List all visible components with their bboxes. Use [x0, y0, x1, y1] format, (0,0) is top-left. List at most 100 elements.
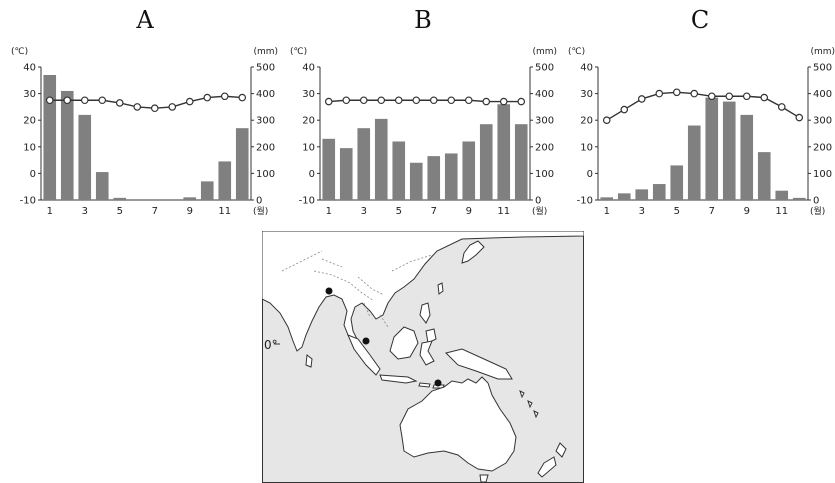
precip-bar — [339, 148, 353, 200]
precip-bar — [427, 156, 441, 200]
precip-bar — [792, 197, 806, 200]
temperature-point — [185, 97, 194, 106]
temperature-point — [359, 96, 368, 105]
temperature-point — [672, 88, 681, 97]
right-axis-unit: (mm) — [810, 47, 835, 57]
temperature-point — [707, 92, 716, 101]
precip-tick-label: 100 — [535, 169, 554, 180]
month-tick-label: 5 — [674, 206, 680, 217]
precip-tick-label: 400 — [256, 89, 275, 100]
precip-bar — [235, 128, 249, 200]
chart-title-b: B — [414, 6, 432, 34]
temperature-point — [429, 96, 438, 105]
month-tick-label: 3 — [361, 206, 367, 217]
temperature-point — [725, 92, 734, 101]
month-tick-label: 1 — [47, 206, 53, 217]
month-tick-label: 9 — [466, 206, 472, 217]
precip-bar — [479, 124, 493, 200]
month-tick-label: 5 — [396, 206, 402, 217]
month-tick-label: 9 — [744, 206, 750, 217]
temperature-point — [602, 116, 611, 125]
precip-bar — [444, 153, 458, 200]
map-land-tasmania — [479, 474, 489, 483]
right-axis-unit: (mm) — [532, 47, 557, 57]
precip-tick-label: 300 — [256, 116, 275, 127]
temp-tick-label: -10 — [299, 196, 315, 207]
left-axis-unit: (℃) — [11, 47, 28, 57]
month-tick-label: 7 — [431, 206, 437, 217]
temp-tick-label: 20 — [302, 116, 315, 127]
temp-tick-label: 40 — [302, 63, 315, 74]
precip-tick-label: 400 — [535, 89, 554, 100]
temp-tick-label: 20 — [23, 116, 36, 127]
temp-tick-label: 10 — [580, 142, 593, 153]
temperature-point — [133, 103, 142, 111]
month-tick-label: 3 — [82, 206, 88, 217]
precip-bar — [600, 197, 614, 200]
map-land-java — [379, 374, 418, 384]
month-tick-label: 1 — [604, 206, 610, 217]
temperature-point — [777, 103, 786, 111]
precip-bar — [60, 90, 74, 200]
precip-bar — [514, 124, 528, 200]
precip-tick-label: 0 — [813, 196, 819, 207]
temperature-point — [464, 96, 473, 105]
temperature-point — [377, 96, 386, 105]
precip-bar — [617, 193, 631, 200]
precip-bar — [409, 162, 423, 200]
precip-tick-label: 300 — [813, 116, 832, 127]
month-axis-unit: (월) — [532, 205, 547, 217]
precip-bar — [775, 190, 789, 200]
month-axis-unit: (월) — [810, 205, 825, 217]
month-tick-label: 11 — [497, 206, 510, 217]
precip-bar — [705, 97, 719, 200]
precip-bar — [322, 138, 336, 200]
temperature-point — [517, 97, 526, 106]
temperature-point — [690, 89, 699, 98]
precip-bar — [670, 165, 684, 200]
map-land-australia — [399, 376, 517, 472]
temperature-point — [499, 97, 508, 106]
temp-tick-label: 10 — [302, 142, 315, 153]
map-land-pacific-islands — [519, 390, 539, 419]
precip-tick-label: 500 — [813, 63, 832, 74]
temp-tick-label: -10 — [577, 196, 593, 207]
temperature-point — [394, 96, 403, 105]
temperature-line — [328, 99, 522, 103]
chart-title-a: A — [136, 6, 154, 34]
precip-bar — [392, 141, 406, 200]
precip-tick-label: 300 — [535, 116, 554, 127]
precip-bar — [687, 125, 701, 200]
temp-tick-label: 30 — [302, 89, 315, 100]
precip-bar — [722, 101, 736, 200]
chart-title-c: C — [690, 6, 710, 34]
map-land-japan — [461, 240, 485, 264]
temp-tick-label: 0 — [587, 169, 593, 180]
station-marker-singapore — [362, 337, 370, 345]
map-land-taiwan — [437, 282, 444, 295]
precip-tick-label: 100 — [813, 169, 832, 180]
temperature-line — [606, 91, 800, 121]
temp-tick-label: 30 — [23, 89, 36, 100]
precip-tick-label: 200 — [256, 142, 275, 153]
station-marker-kolkata — [325, 287, 333, 295]
temperature-point — [342, 96, 351, 105]
precip-tick-label: 500 — [535, 63, 554, 74]
precip-tick-label: 400 — [813, 89, 832, 100]
precip-bar — [183, 197, 197, 200]
temperature-point — [220, 92, 229, 101]
month-tick-label: 11 — [775, 206, 788, 217]
precip-bar — [740, 114, 754, 200]
temperature-point — [115, 99, 124, 107]
left-axis-unit: (℃) — [568, 47, 585, 57]
month-tick-label: 9 — [187, 206, 193, 217]
temperature-point — [447, 96, 456, 105]
precip-bar — [78, 114, 92, 200]
precip-bar — [113, 197, 127, 200]
temperature-line — [49, 95, 243, 109]
temp-tick-label: -10 — [20, 196, 36, 207]
precip-bar — [497, 104, 511, 200]
precip-bar — [43, 74, 57, 200]
